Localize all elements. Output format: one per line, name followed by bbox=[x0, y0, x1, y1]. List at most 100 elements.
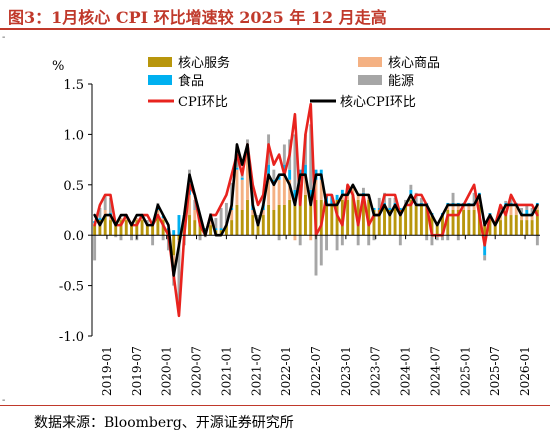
bar-energy bbox=[109, 197, 112, 214]
chart-svg: 1.5 1.0 0.5 0.0 -0.5 -1.0% 2019-01 2019-07 2020-… bbox=[52, 55, 540, 396]
bar-core_services bbox=[493, 225, 497, 236]
bar-energy bbox=[377, 197, 381, 208]
legend-label-core_cpi_mom: 核心CPI环比 bbox=[340, 95, 416, 110]
bar-core_services bbox=[140, 220, 144, 236]
bar-core_goods bbox=[314, 179, 318, 200]
bar-energy bbox=[441, 235, 444, 241]
bar-food bbox=[203, 228, 207, 231]
bar-core_goods bbox=[209, 220, 213, 226]
bar-core_services bbox=[509, 215, 513, 236]
bar-core_goods bbox=[309, 235, 313, 241]
y-tick-label: -1.0 bbox=[59, 330, 84, 345]
x-tick-label: 2019-07 bbox=[130, 346, 144, 396]
bar-core_goods bbox=[140, 218, 144, 221]
bar-energy bbox=[277, 235, 281, 241]
bar-energy bbox=[119, 235, 123, 241]
bar-core_services bbox=[472, 210, 476, 236]
bar-energy bbox=[272, 169, 276, 180]
bar-energy bbox=[361, 187, 365, 193]
bar-energy bbox=[340, 235, 344, 246]
bar-core_services bbox=[430, 215, 434, 236]
x-tick-label: 2023-07 bbox=[369, 346, 383, 396]
legend-swatch-energy bbox=[358, 75, 382, 85]
bar-energy bbox=[151, 235, 155, 246]
series-line-core-cpi-mom bbox=[93, 143, 539, 277]
bar-core_services bbox=[288, 199, 292, 236]
bar-energy bbox=[435, 235, 439, 241]
y-tick-label: -0.5 bbox=[59, 280, 84, 295]
bar-energy bbox=[372, 235, 376, 241]
x-tick-label: 2025-07 bbox=[488, 346, 502, 396]
bar-core_services bbox=[388, 210, 392, 236]
bar-energy bbox=[499, 207, 502, 214]
bar-core_goods bbox=[472, 204, 476, 210]
x-tick-label: 2020-07 bbox=[190, 346, 204, 396]
bar-core_services bbox=[267, 204, 271, 236]
bar-core_services bbox=[272, 210, 276, 236]
bar-core_services bbox=[98, 220, 102, 236]
bar-energy bbox=[504, 200, 508, 203]
bar-core_services bbox=[398, 210, 402, 236]
bar-energy bbox=[451, 192, 455, 203]
bar-core_services bbox=[535, 210, 539, 236]
bar-core_goods bbox=[235, 169, 239, 205]
bar-core_services bbox=[124, 220, 128, 236]
bar-core_services bbox=[456, 210, 460, 236]
bar-core_services bbox=[309, 199, 313, 236]
bar-core_services bbox=[156, 215, 160, 236]
bar-food bbox=[304, 164, 307, 175]
legend-swatch-core_services bbox=[148, 57, 172, 67]
x-tick-label: 2024-01 bbox=[399, 346, 413, 396]
y-tick-label: 0.5 bbox=[63, 179, 84, 194]
bar-core_goods bbox=[520, 215, 523, 221]
bar-energy bbox=[314, 235, 318, 276]
bar-energy bbox=[256, 215, 260, 221]
bar-core_goods bbox=[172, 255, 176, 266]
bar-core_services bbox=[525, 220, 529, 236]
bar-energy bbox=[520, 207, 523, 214]
bar-core_services bbox=[240, 210, 244, 236]
bar-core_services bbox=[414, 204, 418, 236]
y-tick-label: 0.0 bbox=[63, 229, 84, 244]
bar-core_goods bbox=[267, 174, 271, 205]
bar-energy bbox=[456, 235, 460, 241]
bar-energy bbox=[356, 235, 360, 246]
bar-food bbox=[388, 207, 392, 210]
bar-energy bbox=[388, 197, 392, 208]
bar-core_services bbox=[446, 210, 450, 236]
bar-core_goods bbox=[451, 204, 455, 210]
bar-core_goods bbox=[193, 210, 197, 221]
bar-food bbox=[398, 207, 402, 210]
title-rule bbox=[0, 28, 550, 30]
bar-core_services bbox=[435, 225, 439, 236]
bar-energy bbox=[430, 235, 434, 246]
bar-core_services bbox=[261, 215, 265, 236]
bar-energy bbox=[535, 235, 539, 246]
bar-core_services bbox=[325, 204, 328, 236]
bar-energy bbox=[193, 199, 197, 210]
bar-core_services bbox=[361, 199, 365, 236]
y-tick-label: 1.5 bbox=[63, 78, 84, 93]
bar-core_services bbox=[172, 235, 176, 256]
bar-core_services bbox=[198, 225, 202, 236]
bar-core_services bbox=[251, 215, 255, 236]
bar-energy bbox=[130, 235, 133, 241]
bar-energy bbox=[161, 235, 165, 241]
bar-core_goods bbox=[282, 174, 286, 205]
x-tick-label: 2026-01 bbox=[518, 346, 532, 396]
bar-food bbox=[214, 228, 218, 231]
bar-core_services bbox=[230, 220, 234, 236]
bar-core_services bbox=[377, 210, 381, 236]
bar-energy bbox=[98, 207, 102, 219]
legend-label-food: 食品 bbox=[178, 73, 204, 89]
bar-energy bbox=[235, 152, 239, 168]
bar-core_services bbox=[282, 204, 286, 236]
bar-energy bbox=[446, 235, 450, 241]
x-tick-label: 2021-01 bbox=[219, 346, 233, 396]
bar-core_goods bbox=[161, 218, 165, 221]
bar-energy bbox=[219, 207, 223, 229]
bar-core_goods bbox=[351, 184, 355, 195]
bar-core_services bbox=[488, 220, 492, 236]
bar-energy bbox=[472, 192, 476, 203]
bar-food bbox=[219, 228, 223, 231]
